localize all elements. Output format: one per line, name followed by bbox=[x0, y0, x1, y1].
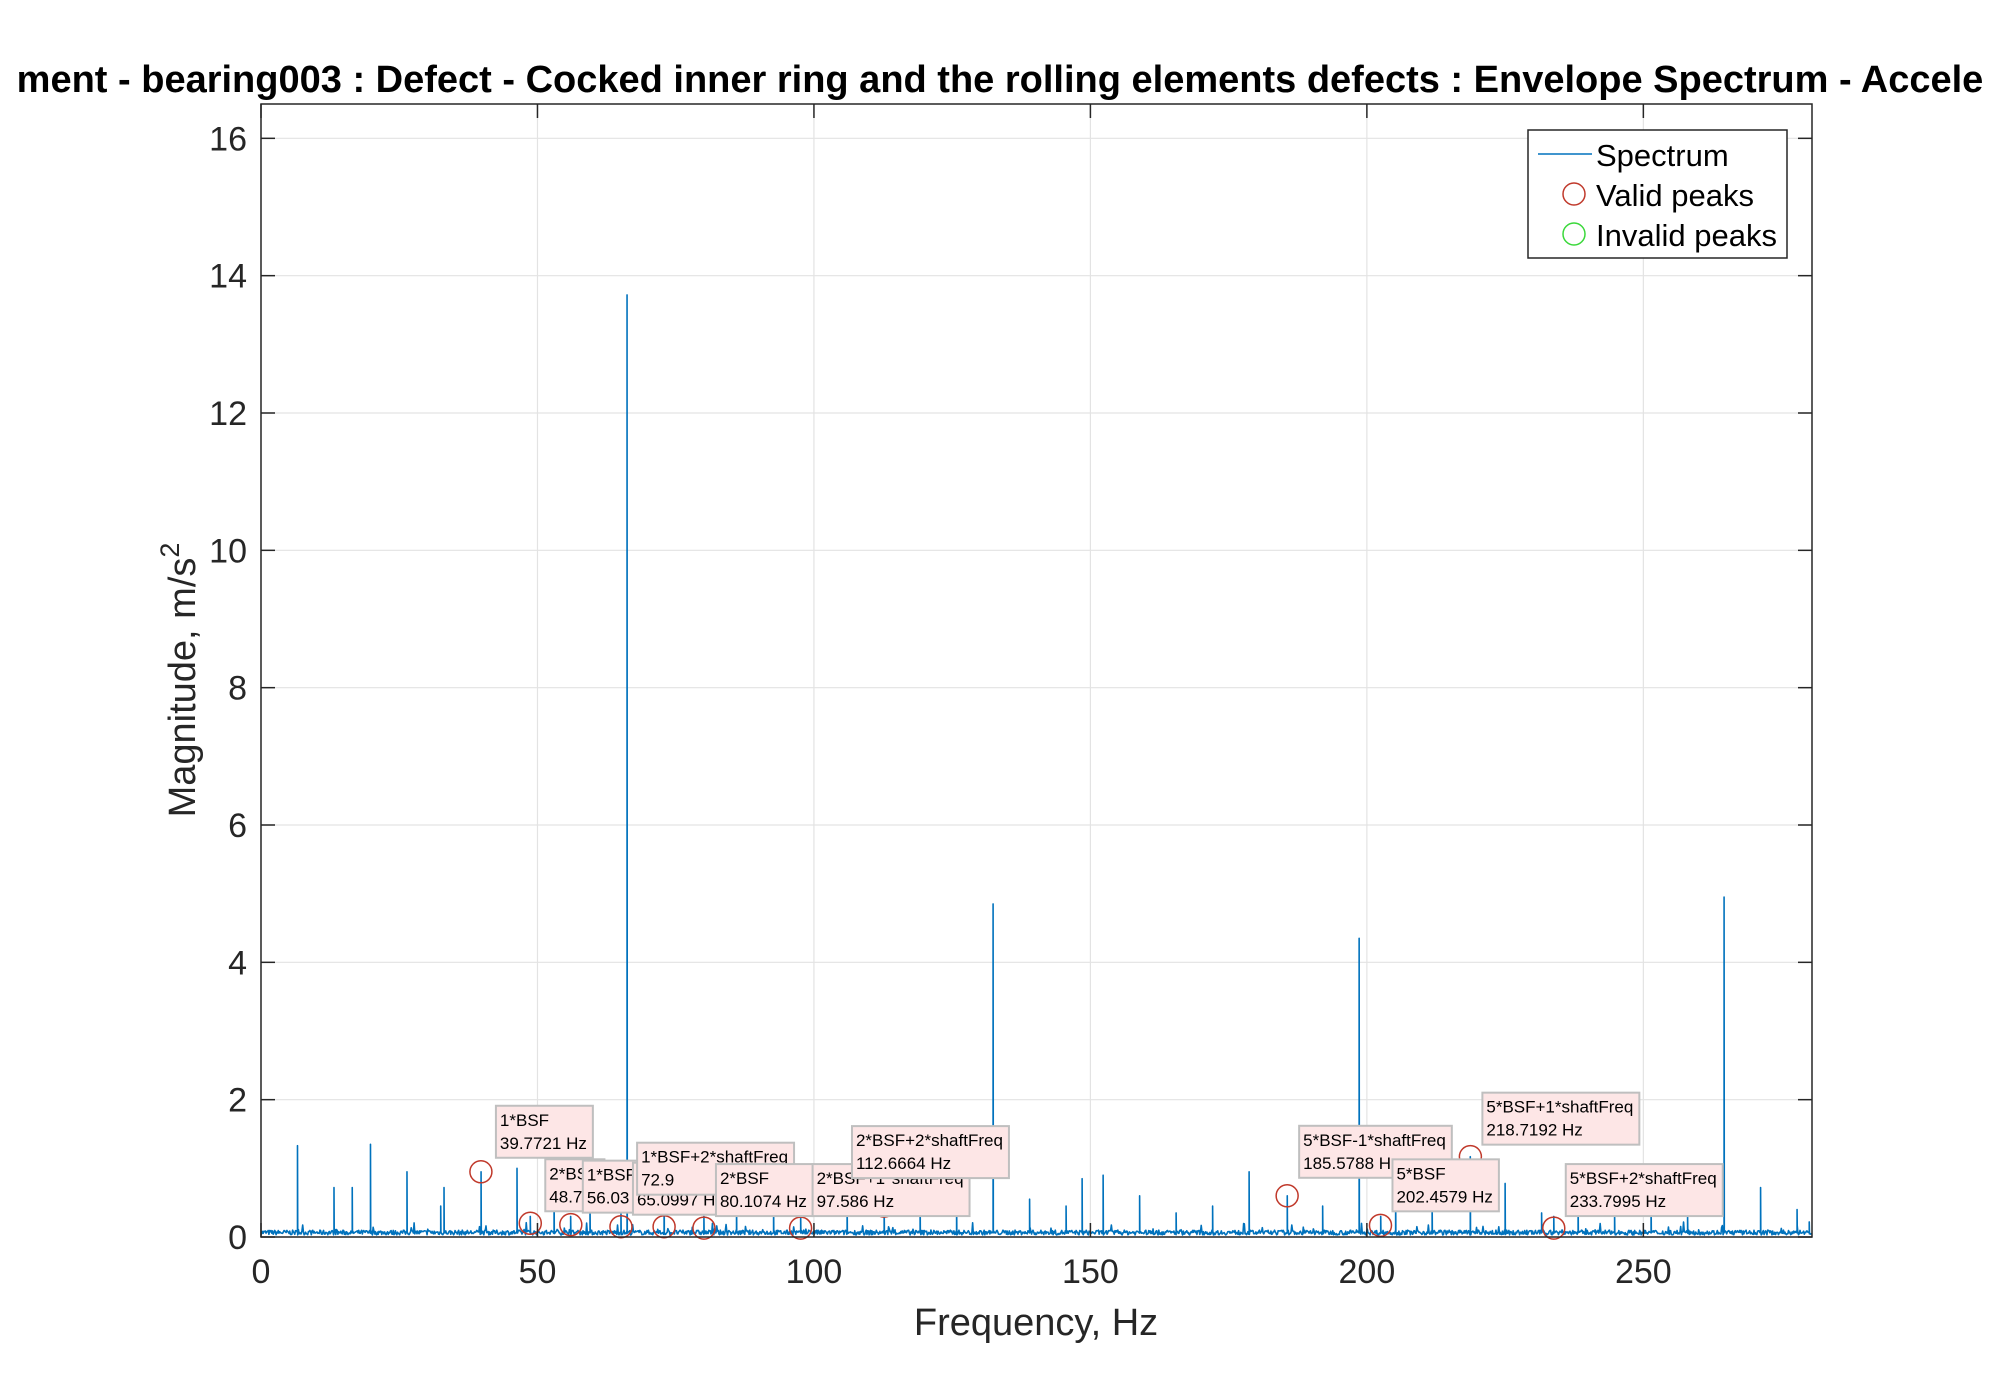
y-axis-label-text: Magnitude, m/s bbox=[162, 558, 204, 818]
peak-annotation-value: 97.586 Hz bbox=[817, 1192, 895, 1211]
peak-annotation-box bbox=[494, 1104, 594, 1159]
peak-annotation: 2*BSF+2*shaftFreq 112.6664 Hz bbox=[850, 1125, 1010, 1180]
peak-annotation-box bbox=[850, 1125, 1010, 1180]
plot-frame bbox=[260, 103, 1813, 1238]
peak-annotation-label: 2*BSF+2*shaftFreq bbox=[856, 1131, 1003, 1150]
peak-annotation: 5*BSF+1*shaftFreq 218.7192 Hz bbox=[1481, 1091, 1641, 1146]
legend-valid-peaks-marker bbox=[1562, 182, 1586, 206]
valid-peak-marker bbox=[1275, 1184, 1299, 1208]
peak-annotation: 1*BSF 39.7721 Hz bbox=[494, 1104, 594, 1159]
legend-invalid-peaks-label: Invalid peaks bbox=[1596, 218, 1777, 253]
legend-valid-peaks-label: Valid peaks bbox=[1596, 178, 1754, 213]
x-tick-label: 200 bbox=[1339, 1253, 1396, 1291]
legend-invalid-peaks-marker bbox=[1562, 222, 1586, 246]
y-tick-label: 8 bbox=[228, 670, 247, 708]
peak-annotation-label: 5*BSF bbox=[1396, 1164, 1445, 1183]
peak-annotation-label: 1*BSF bbox=[587, 1166, 636, 1185]
peak-annotation-value: 112.6664 Hz bbox=[856, 1154, 951, 1173]
peak-annotation-value: 56.03 bbox=[587, 1189, 630, 1208]
y-tick-label: 12 bbox=[209, 395, 247, 433]
x-tick-label: 100 bbox=[786, 1253, 843, 1291]
x-axis-label: Frequency, Hz bbox=[914, 1302, 1158, 1344]
peak-annotation-label: 1*BSF bbox=[500, 1111, 549, 1130]
peak-annotation-value: 72.9 bbox=[641, 1171, 674, 1190]
y-tick-label: 2 bbox=[228, 1082, 247, 1120]
legend-spectrum-label: Spectrum bbox=[1596, 138, 1729, 173]
peak-annotation-box bbox=[1564, 1163, 1724, 1218]
peak-annotation-value: 233.7995 Hz bbox=[1570, 1192, 1666, 1211]
valid-peak-marker bbox=[692, 1216, 716, 1240]
peak-annotation-box bbox=[1481, 1091, 1641, 1146]
peak-annotation: 5*BSF+2*shaftFreq 233.7995 Hz bbox=[1564, 1163, 1724, 1218]
peak-annotation-value: 218.7192 Hz bbox=[1486, 1121, 1582, 1140]
valid-peak-marker bbox=[1542, 1216, 1566, 1240]
y-axis-label-superscript: 2 bbox=[155, 543, 185, 558]
grid-lines bbox=[260, 104, 1812, 1238]
x-tick-label: 50 bbox=[519, 1253, 557, 1291]
y-tick-label: 6 bbox=[228, 807, 247, 845]
peak-annotation-label: 1*BSF+2*shaftFreq bbox=[641, 1148, 788, 1167]
peak-annotation: 2*BSF 80.1074 Hz bbox=[714, 1163, 814, 1218]
legend: Spectrum Valid peaks Invalid peaks bbox=[1527, 129, 1788, 259]
y-tick-label: 14 bbox=[209, 258, 247, 296]
peak-annotation: 5*BSF-1*shaftFreq 185.5788 H bbox=[1298, 1124, 1453, 1179]
peak-annotation-value: 202.4579 Hz bbox=[1396, 1187, 1492, 1206]
x-tick-label: 0 bbox=[252, 1253, 271, 1291]
axis-ticks: 0 50 100 150 200 250 0 2 4 6 8 10 12 14 16 bbox=[209, 104, 1812, 1291]
spectrum-series bbox=[260, 294, 1813, 1236]
peak-annotation-value: 80.1074 Hz bbox=[720, 1192, 807, 1211]
valid-peak-marker bbox=[559, 1212, 583, 1237]
peak-annotation-box bbox=[714, 1163, 814, 1218]
y-tick-label: 16 bbox=[209, 120, 247, 158]
y-tick-label: 10 bbox=[209, 532, 247, 570]
peak-annotation-box bbox=[1391, 1158, 1500, 1213]
valid-peak-marker bbox=[469, 1160, 493, 1184]
peak-annotation: 5*BSF 202.4579 Hz bbox=[1391, 1158, 1500, 1213]
x-tick-label: 250 bbox=[1615, 1253, 1672, 1291]
y-tick-label: 0 bbox=[228, 1219, 247, 1257]
y-tick-label: 4 bbox=[228, 944, 247, 982]
legend-box bbox=[1527, 129, 1788, 259]
valid-peak-marker bbox=[518, 1211, 543, 1236]
peak-annotation-value: 48.7 bbox=[549, 1187, 582, 1206]
peak-annotation-label: 5*BSF+2*shaftFreq bbox=[1570, 1169, 1717, 1188]
y-axis-label: Magnitude, m/s2 bbox=[155, 543, 204, 818]
peak-annotation-label: 2*BSF bbox=[720, 1169, 769, 1188]
peak-annotation-label: 5*BSF+1*shaftFreq bbox=[1486, 1098, 1633, 1117]
x-tick-label: 150 bbox=[1062, 1253, 1119, 1291]
spectrum-line bbox=[260, 294, 1813, 1236]
peak-annotation-value: 39.7721 Hz bbox=[500, 1134, 587, 1153]
chart-title: ment - bearing003 : Defect - Cocked inne… bbox=[17, 59, 1984, 101]
peak-annotation-label: 5*BSF-1*shaftFreq bbox=[1303, 1131, 1446, 1150]
peak-annotation-value: 185.5788 H bbox=[1303, 1154, 1391, 1173]
